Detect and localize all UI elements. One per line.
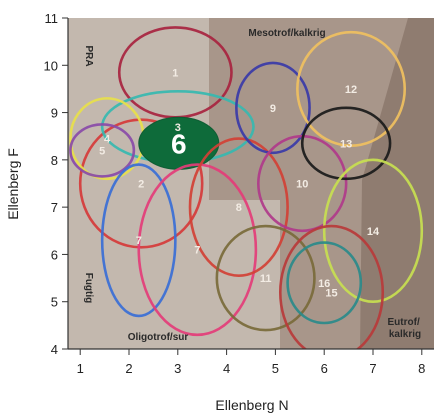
ellipse-label-14-14: 14 — [367, 226, 380, 238]
y-tick-label-11: 11 — [45, 11, 59, 26]
y-tick-label-8: 8 — [51, 153, 58, 168]
x-tick-label-1: 1 — [77, 361, 84, 376]
ellipse-label-13-13: 13 — [340, 138, 352, 150]
ellipse-16-16 — [286, 241, 363, 325]
ellipse-label-9-9: 9 — [270, 103, 276, 115]
y-tick-label-4: 4 — [51, 342, 58, 357]
y-tick-label-6: 6 — [51, 247, 58, 262]
x-tick-label-4: 4 — [223, 361, 230, 376]
y-tick-label-10: 10 — [44, 58, 58, 73]
x-tick-label-7: 7 — [369, 361, 376, 376]
region-label-fugtig: Fugtig — [83, 273, 94, 304]
region-label-mesotrof: Mesotrof/kalkrig — [248, 28, 325, 39]
region-label-eutrof-line-2: kalkrig — [389, 329, 421, 340]
ellipse-label-5-4: 5 — [99, 145, 105, 157]
y-tick-label-5: 5 — [51, 295, 58, 310]
x-tick-label-8: 8 — [418, 361, 425, 376]
ellipse-label-6-5: 6 — [171, 128, 187, 159]
ellipse-label-1-0: 1 — [172, 67, 178, 79]
x-tick-label-5: 5 — [272, 361, 279, 376]
ellipse-label-11-11: 11 — [260, 273, 272, 285]
y-axis-title: Ellenberg F — [5, 148, 21, 220]
ellipse-8-8 — [188, 137, 289, 278]
ellipse-label-2-1: 2 — [138, 179, 144, 191]
region-label-oligotrof: Oligotrof/sur — [128, 332, 189, 343]
ellipse-label-4-3: 4 — [104, 134, 111, 146]
ellipse-label-15-15: 15 — [325, 287, 337, 299]
ellipse-label-12-12: 12 — [345, 84, 357, 96]
x-tick-label-3: 3 — [174, 361, 181, 376]
ellipse-15-15 — [278, 224, 385, 349]
x-tick-label-2: 2 — [125, 361, 132, 376]
ellipse-label-16-16: 16 — [318, 278, 330, 290]
ellipse-2-1 — [78, 118, 204, 249]
ellipse-label-8-8: 8 — [236, 202, 242, 214]
ellipse-label-7-7: 7 — [194, 245, 200, 257]
region-label-pra: PRA — [83, 45, 94, 66]
x-tick-label-6: 6 — [321, 361, 328, 376]
ellipse-9-9 — [235, 61, 311, 155]
ellipse-7-6 — [100, 163, 177, 318]
x-axis-title: Ellenberg N — [215, 397, 288, 413]
ellipse-14-14 — [322, 158, 424, 304]
ellipse-label-3-2: 3 — [175, 122, 181, 134]
ellipse-13-13 — [300, 106, 392, 181]
region-label-eutrof: Eutrof/ kalkrig — [388, 317, 423, 340]
y-tick-label-9: 9 — [51, 106, 58, 121]
ellipse-label-10-10: 10 — [296, 179, 308, 191]
region-label-eutrof-line-1: Eutrof/ — [388, 317, 420, 328]
ellipse-11-11 — [215, 224, 316, 332]
ellipse-label-7-6: 7 — [136, 235, 142, 247]
y-tick-label-7: 7 — [51, 200, 58, 215]
ellipse-7-7 — [137, 163, 258, 337]
ellipse-12-12 — [296, 30, 407, 147]
ellipse-5-4 — [69, 123, 136, 178]
